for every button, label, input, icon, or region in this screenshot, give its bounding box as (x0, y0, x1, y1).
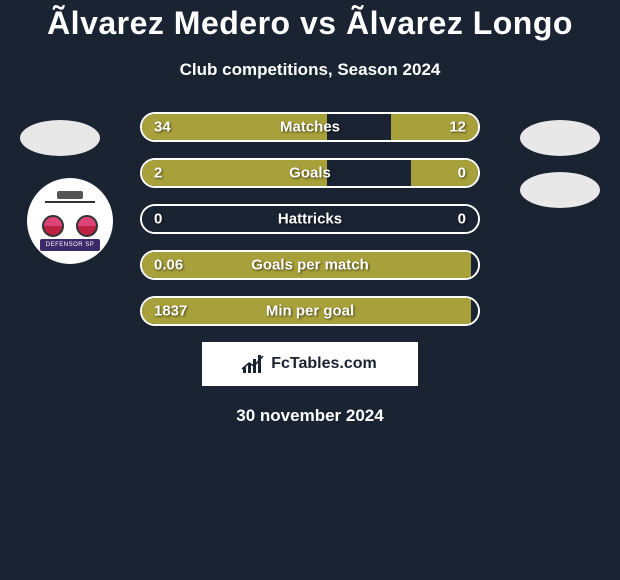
chart-icon (243, 355, 265, 373)
stat-value-left: 34 (154, 119, 171, 136)
stat-row: Hattricks 0 0 (140, 204, 480, 234)
branding-box[interactable]: FcTables.com (202, 342, 418, 386)
comparison-container: Ãlvarez Medero vs Ãlvarez Longo Club com… (0, 0, 620, 426)
stat-row: Min per goal 1837 (140, 296, 480, 326)
stat-value-left: 2 (154, 165, 162, 182)
club-right-logo (520, 172, 600, 208)
stat-mid (471, 298, 478, 324)
stat-value-left: 0.06 (154, 257, 183, 274)
stat-label: Hattricks (278, 211, 342, 228)
branding-text: FcTables.com (271, 355, 377, 373)
page-title: Ãlvarez Medero vs Ãlvarez Longo (0, 5, 620, 42)
stat-row: Matches 34 12 (140, 112, 480, 142)
club-left-banner-text: DEFENSOR SP (40, 239, 100, 251)
club-left-logo: DEFENSOR SP (27, 178, 113, 264)
stat-value-left: 1837 (154, 303, 187, 320)
stat-label: Goals per match (251, 257, 369, 274)
stat-value-right: 12 (449, 119, 466, 136)
stat-label: Matches (280, 119, 340, 136)
subtitle: Club competitions, Season 2024 (0, 60, 620, 80)
footer-date: 30 november 2024 (0, 406, 620, 426)
stat-mid (471, 252, 478, 278)
stat-label: Goals (289, 165, 331, 182)
stat-row: Goals 2 0 (140, 158, 480, 188)
stats-panel: Matches 34 12 Goals 2 0 Hattricks 0 0 Goals per m… (140, 112, 480, 326)
defensor-badge: DEFENSOR SP (40, 191, 100, 251)
stat-label: Min per goal (266, 303, 354, 320)
stat-row: Goals per match 0.06 (140, 250, 480, 280)
player-left-avatar (20, 120, 100, 156)
stat-mid (327, 160, 411, 186)
stat-fill-right (411, 160, 478, 186)
stat-value-left: 0 (154, 211, 162, 228)
stat-value-right: 0 (458, 165, 466, 182)
player-right-avatar (520, 120, 600, 156)
stat-value-right: 0 (458, 211, 466, 228)
